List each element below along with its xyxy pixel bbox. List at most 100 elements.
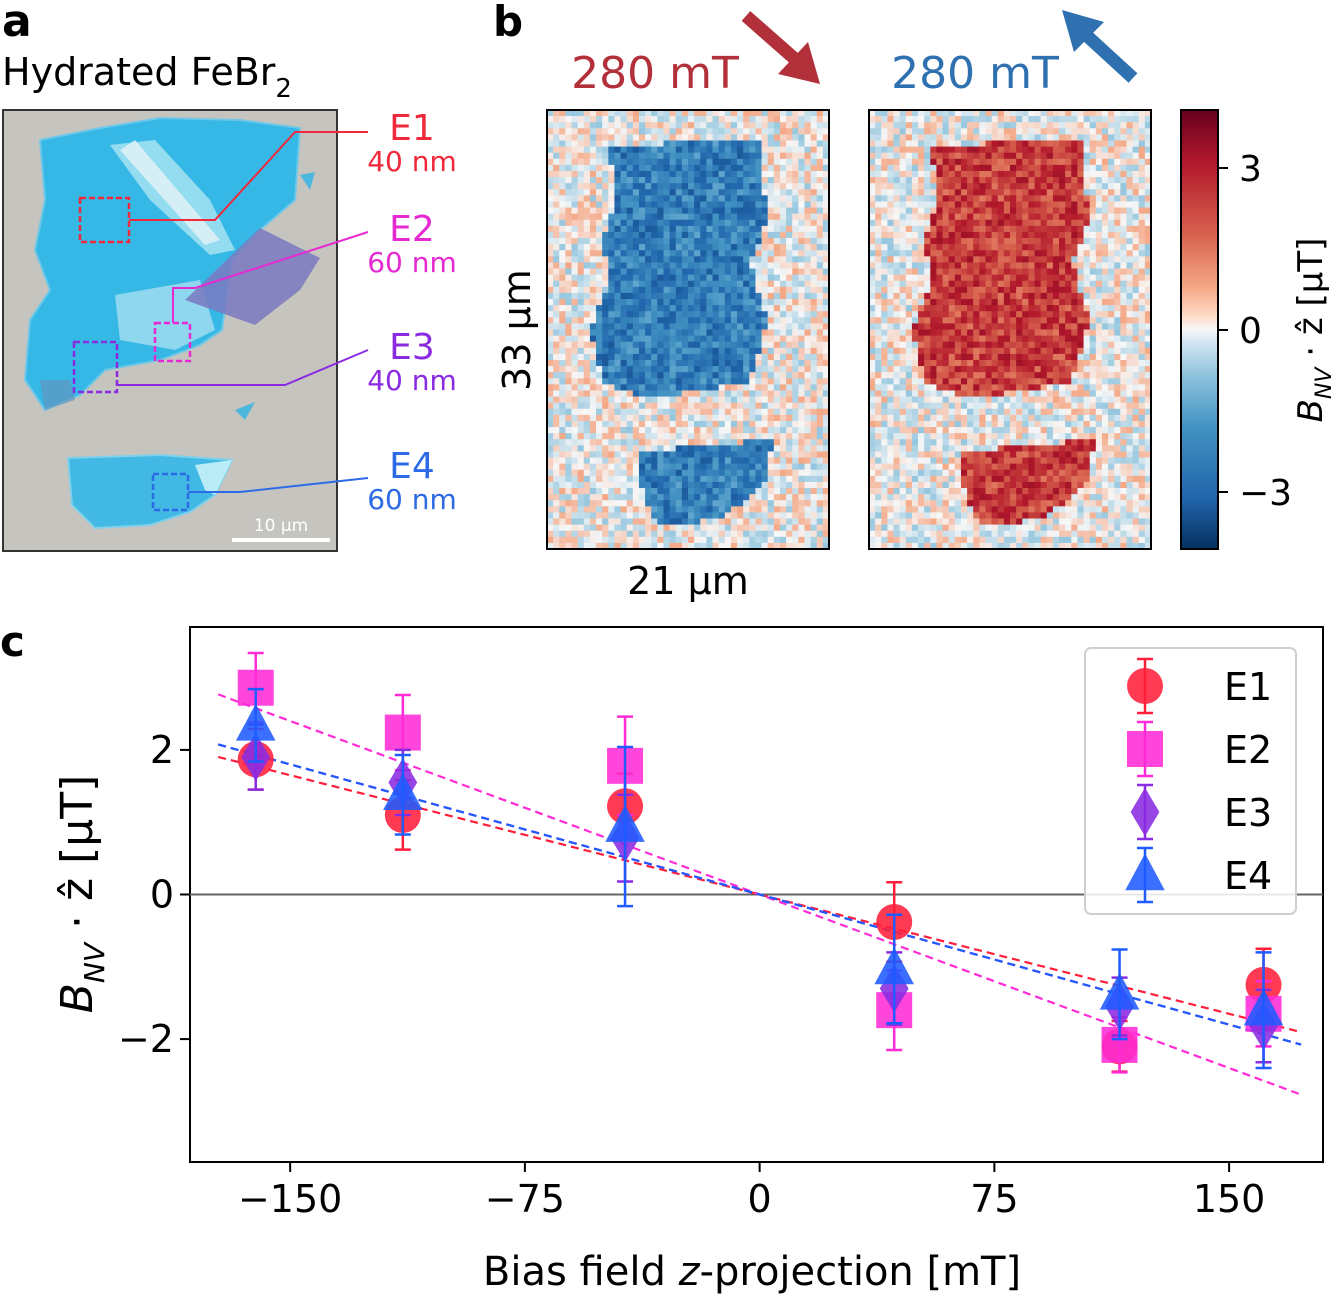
map-pixel xyxy=(1065,158,1072,166)
map-pixel xyxy=(1144,183,1152,190)
map-pixel xyxy=(645,250,652,257)
map-pixel xyxy=(1059,146,1066,154)
map-pixel xyxy=(798,512,805,519)
map-pixel xyxy=(694,311,701,318)
map-pixel xyxy=(761,469,769,477)
map-pixel xyxy=(960,183,968,190)
map-pixel xyxy=(712,469,720,477)
map-pixel xyxy=(899,305,907,312)
map-pixel xyxy=(577,469,585,477)
map-pixel xyxy=(875,274,882,282)
map-pixel xyxy=(718,481,726,489)
map-pixel xyxy=(669,225,677,233)
map-pixel xyxy=(559,189,566,196)
map-pixel xyxy=(663,213,671,221)
map-pixel xyxy=(1059,299,1066,306)
map-pixel xyxy=(620,500,628,507)
map-pixel xyxy=(887,152,894,160)
map-pixel xyxy=(918,152,925,160)
map-pixel xyxy=(779,225,787,233)
map-pixel xyxy=(583,439,591,446)
map-pixel xyxy=(792,445,799,452)
map-pixel xyxy=(948,268,956,276)
map-pixel xyxy=(730,305,738,312)
map-pixel xyxy=(773,481,781,489)
map-pixel xyxy=(767,128,775,135)
map-pixel xyxy=(743,305,750,312)
map-pixel xyxy=(700,329,707,336)
map-pixel xyxy=(571,384,579,391)
map-pixel xyxy=(899,329,907,336)
map-pixel xyxy=(577,512,585,519)
map-pixel xyxy=(869,110,876,117)
map-pixel xyxy=(602,433,609,440)
map-pixel xyxy=(816,280,824,288)
map-pixel xyxy=(749,457,756,465)
map-pixel xyxy=(973,152,980,160)
map-pixel xyxy=(991,140,999,147)
map-pixel xyxy=(657,225,664,233)
map-pixel xyxy=(875,286,882,294)
map-pixel xyxy=(881,268,888,276)
map-pixel xyxy=(602,524,609,532)
map-pixel xyxy=(675,390,683,397)
map-pixel xyxy=(651,219,658,227)
map-pixel xyxy=(614,518,621,526)
map-pixel xyxy=(712,146,720,154)
map-pixel xyxy=(1126,268,1134,276)
map-pixel xyxy=(786,146,793,154)
map-pixel xyxy=(979,225,986,233)
map-pixel xyxy=(559,542,566,550)
map-pixel xyxy=(694,408,701,416)
map-pixel xyxy=(724,195,732,202)
map-pixel xyxy=(779,286,787,294)
map-pixel xyxy=(918,238,925,245)
map-pixel xyxy=(657,317,664,324)
map-pixel xyxy=(749,213,756,221)
map-pixel xyxy=(688,158,695,166)
map-pixel xyxy=(602,286,609,294)
map-pixel xyxy=(626,134,634,141)
map-pixel xyxy=(792,189,799,196)
map-pixel xyxy=(681,158,689,166)
map-pixel xyxy=(700,152,707,160)
map-pixel xyxy=(1034,122,1042,129)
map-pixel xyxy=(675,488,683,495)
map-pixel xyxy=(767,347,775,355)
map-pixel xyxy=(1114,219,1121,227)
map-pixel xyxy=(614,384,621,391)
map-pixel xyxy=(583,146,591,154)
map-pixel xyxy=(694,481,701,489)
map-pixel xyxy=(749,177,756,184)
map-pixel xyxy=(737,164,744,172)
map-pixel xyxy=(651,445,658,452)
map-pixel xyxy=(1083,134,1091,141)
map-pixel xyxy=(626,469,634,477)
map-pixel xyxy=(559,481,566,489)
map-pixel xyxy=(924,110,931,117)
map-pixel xyxy=(761,439,769,446)
map-pixel xyxy=(577,256,585,263)
map-pixel xyxy=(1034,317,1042,324)
map-pixel xyxy=(712,512,720,519)
map-pixel xyxy=(905,128,913,135)
map-pixel xyxy=(602,164,609,172)
map-pixel xyxy=(773,475,781,483)
map-pixel xyxy=(881,201,888,208)
map-pixel xyxy=(905,292,913,300)
map-pixel xyxy=(755,219,762,227)
map-pixel xyxy=(577,359,585,367)
map-pixel xyxy=(724,500,732,507)
region-name-e1: E1 xyxy=(389,108,435,149)
map-pixel xyxy=(979,250,986,257)
map-pixel xyxy=(737,500,744,507)
map-pixel xyxy=(638,481,646,489)
map-pixel xyxy=(979,195,986,202)
map-pixel xyxy=(645,359,652,367)
map-pixel xyxy=(755,427,762,434)
map-pixel xyxy=(875,164,882,172)
map-pixel xyxy=(1095,250,1103,257)
map-pixel xyxy=(967,292,974,300)
map-pixel xyxy=(1108,268,1115,276)
map-pixel xyxy=(810,500,818,507)
